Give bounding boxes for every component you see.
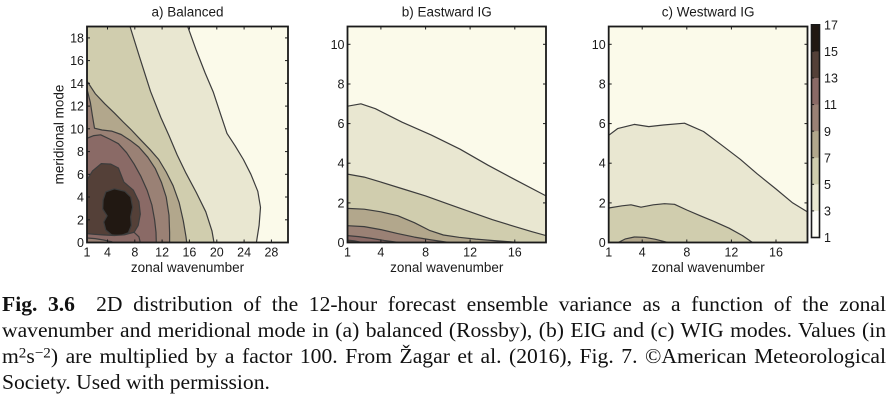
svg-text:0: 0 bbox=[338, 236, 345, 250]
svg-text:8: 8 bbox=[131, 246, 138, 260]
svg-text:12: 12 bbox=[463, 246, 477, 260]
svg-text:8: 8 bbox=[77, 145, 84, 159]
svg-text:10: 10 bbox=[592, 38, 606, 52]
svg-text:10: 10 bbox=[331, 38, 345, 52]
svg-text:4: 4 bbox=[377, 246, 384, 260]
svg-text:1: 1 bbox=[824, 231, 831, 245]
svg-text:6: 6 bbox=[77, 168, 84, 182]
svg-text:zonal wavenumber: zonal wavenumber bbox=[390, 260, 504, 275]
svg-text:11: 11 bbox=[824, 98, 837, 112]
svg-text:28: 28 bbox=[264, 246, 278, 260]
svg-text:16: 16 bbox=[70, 54, 84, 68]
svg-text:16: 16 bbox=[508, 246, 522, 260]
svg-text:9: 9 bbox=[824, 125, 831, 139]
svg-text:1: 1 bbox=[84, 246, 91, 260]
svg-text:zonal wavenumber: zonal wavenumber bbox=[651, 260, 765, 275]
svg-text:16: 16 bbox=[769, 246, 783, 260]
svg-text:2: 2 bbox=[599, 196, 606, 210]
svg-text:2: 2 bbox=[77, 213, 84, 227]
svg-text:0: 0 bbox=[599, 236, 606, 250]
svg-text:12: 12 bbox=[155, 246, 169, 260]
svg-text:8: 8 bbox=[338, 78, 345, 92]
svg-text:13: 13 bbox=[824, 72, 838, 86]
svg-text:10: 10 bbox=[70, 122, 84, 136]
svg-text:4: 4 bbox=[639, 246, 646, 260]
svg-text:5: 5 bbox=[824, 178, 831, 192]
svg-text:1: 1 bbox=[605, 246, 612, 260]
svg-text:c) Westward IG: c) Westward IG bbox=[662, 5, 755, 20]
svg-text:4: 4 bbox=[338, 157, 345, 171]
svg-text:4: 4 bbox=[77, 191, 84, 205]
svg-text:b) Eastward IG: b) Eastward IG bbox=[402, 5, 492, 20]
svg-text:7: 7 bbox=[824, 151, 831, 165]
svg-text:2: 2 bbox=[338, 196, 345, 210]
svg-text:8: 8 bbox=[422, 246, 429, 260]
svg-text:8: 8 bbox=[599, 78, 606, 92]
svg-text:4: 4 bbox=[104, 246, 111, 260]
svg-text:6: 6 bbox=[338, 117, 345, 131]
svg-text:18: 18 bbox=[70, 31, 84, 45]
svg-text:1: 1 bbox=[344, 246, 351, 260]
svg-text:8: 8 bbox=[683, 246, 690, 260]
svg-text:3: 3 bbox=[824, 205, 831, 219]
svg-text:15: 15 bbox=[824, 45, 838, 59]
svg-text:16: 16 bbox=[182, 246, 196, 260]
svg-text:17: 17 bbox=[824, 18, 838, 32]
svg-text:0: 0 bbox=[77, 236, 84, 250]
svg-text:meridional mode: meridional mode bbox=[52, 85, 67, 185]
svg-text:12: 12 bbox=[70, 100, 84, 114]
svg-text:a) Balanced: a) Balanced bbox=[151, 5, 223, 20]
svg-text:6: 6 bbox=[599, 117, 606, 131]
svg-text:14: 14 bbox=[70, 77, 84, 91]
svg-text:4: 4 bbox=[599, 157, 606, 171]
svg-text:20: 20 bbox=[210, 246, 224, 260]
svg-text:24: 24 bbox=[237, 246, 251, 260]
svg-text:zonal wavenumber: zonal wavenumber bbox=[131, 260, 245, 275]
svg-text:12: 12 bbox=[724, 246, 738, 260]
